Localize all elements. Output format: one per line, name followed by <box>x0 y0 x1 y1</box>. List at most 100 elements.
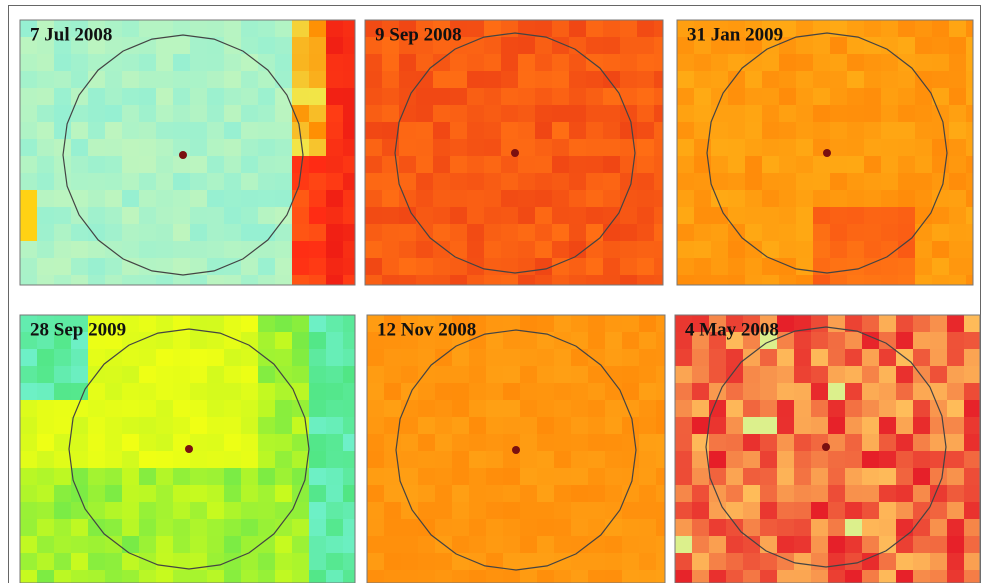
raster-cell <box>896 553 913 570</box>
raster-cell <box>122 190 139 207</box>
raster-cell <box>71 451 88 468</box>
raster-cell <box>620 258 637 275</box>
raster-cell <box>964 434 980 451</box>
raster-cell <box>326 400 343 417</box>
raster-cell <box>292 88 309 105</box>
raster-cell <box>122 54 139 71</box>
raster-cell <box>207 366 224 383</box>
raster-cell <box>537 332 554 349</box>
raster-cell <box>518 275 535 285</box>
raster-cell <box>847 105 864 122</box>
raster-cell <box>292 207 309 224</box>
raster-cell <box>241 536 258 553</box>
raster-cell <box>728 105 745 122</box>
raster-cell <box>603 54 620 71</box>
raster-cell <box>552 275 569 285</box>
raster-cell <box>469 536 486 553</box>
raster-cell <box>173 122 190 139</box>
raster-cell <box>122 434 139 451</box>
raster-cell <box>537 502 554 519</box>
raster-cell <box>777 502 794 519</box>
raster-cell <box>326 54 343 71</box>
raster-cell <box>450 190 467 207</box>
raster-cell <box>309 468 326 485</box>
raster-cell <box>520 332 537 349</box>
raster-cell <box>966 139 973 156</box>
raster-cell <box>88 451 105 468</box>
raster-cell <box>828 519 845 536</box>
raster-cell <box>207 349 224 366</box>
raster-cell <box>949 54 966 71</box>
raster-cell <box>862 315 879 332</box>
raster-cell <box>588 332 605 349</box>
raster-cell <box>343 71 355 88</box>
raster-cell <box>913 383 930 400</box>
raster-cell <box>913 434 930 451</box>
raster-cell <box>224 434 241 451</box>
map-panel: 31 Jan 2009 <box>677 20 973 285</box>
raster-cell <box>258 37 275 54</box>
raster-cell <box>930 536 947 553</box>
raster-cell <box>224 485 241 502</box>
raster-cell <box>469 383 486 400</box>
raster-cell <box>656 536 665 553</box>
raster-cell <box>156 468 173 485</box>
raster-cell <box>224 224 241 241</box>
raster-cell <box>949 37 966 54</box>
raster-cell <box>571 315 588 332</box>
raster-cell <box>384 570 401 583</box>
raster-cell <box>760 434 777 451</box>
raster-cell <box>518 190 535 207</box>
raster-cell <box>639 366 656 383</box>
raster-cell <box>156 37 173 54</box>
raster-cell <box>828 332 845 349</box>
raster-cell <box>190 156 207 173</box>
raster-cell <box>469 519 486 536</box>
raster-cell <box>292 275 309 285</box>
raster-cell <box>275 122 292 139</box>
raster-cell <box>241 417 258 434</box>
raster-cell <box>54 122 71 139</box>
raster-cell <box>173 451 190 468</box>
raster-cell <box>847 275 864 285</box>
raster-cell <box>20 241 37 258</box>
raster-cell <box>503 400 520 417</box>
raster-cell <box>326 468 343 485</box>
raster-cell <box>292 332 309 349</box>
raster-cell <box>503 383 520 400</box>
raster-cell <box>520 536 537 553</box>
raster-cell <box>309 20 326 37</box>
raster-cell <box>156 315 173 332</box>
raster-cell <box>37 88 54 105</box>
raster-cell <box>569 190 586 207</box>
raster-cell <box>949 173 966 190</box>
raster-cell <box>813 122 830 139</box>
raster-cell <box>275 536 292 553</box>
raster-cell <box>913 485 930 502</box>
raster-cell <box>207 275 224 285</box>
raster-cell <box>915 258 932 275</box>
raster-cell <box>639 536 656 553</box>
raster-cell <box>326 88 343 105</box>
raster-cell <box>382 275 399 285</box>
raster-cell <box>207 88 224 105</box>
raster-cell <box>467 71 484 88</box>
raster-cell <box>656 383 665 400</box>
raster-cell <box>20 451 37 468</box>
raster-cell <box>54 502 71 519</box>
raster-cell <box>813 224 830 241</box>
raster-cell <box>639 468 656 485</box>
raster-cell <box>535 224 552 241</box>
raster-cell <box>156 570 173 583</box>
raster-cell <box>207 139 224 156</box>
raster-cell <box>864 190 881 207</box>
raster-cell <box>275 315 292 332</box>
raster-cell <box>654 54 663 71</box>
raster-cell <box>416 241 433 258</box>
raster-cell <box>518 207 535 224</box>
raster-cell <box>966 207 973 224</box>
raster-cell <box>433 156 450 173</box>
raster-cell <box>275 258 292 275</box>
raster-cell <box>571 468 588 485</box>
raster-cell <box>54 88 71 105</box>
